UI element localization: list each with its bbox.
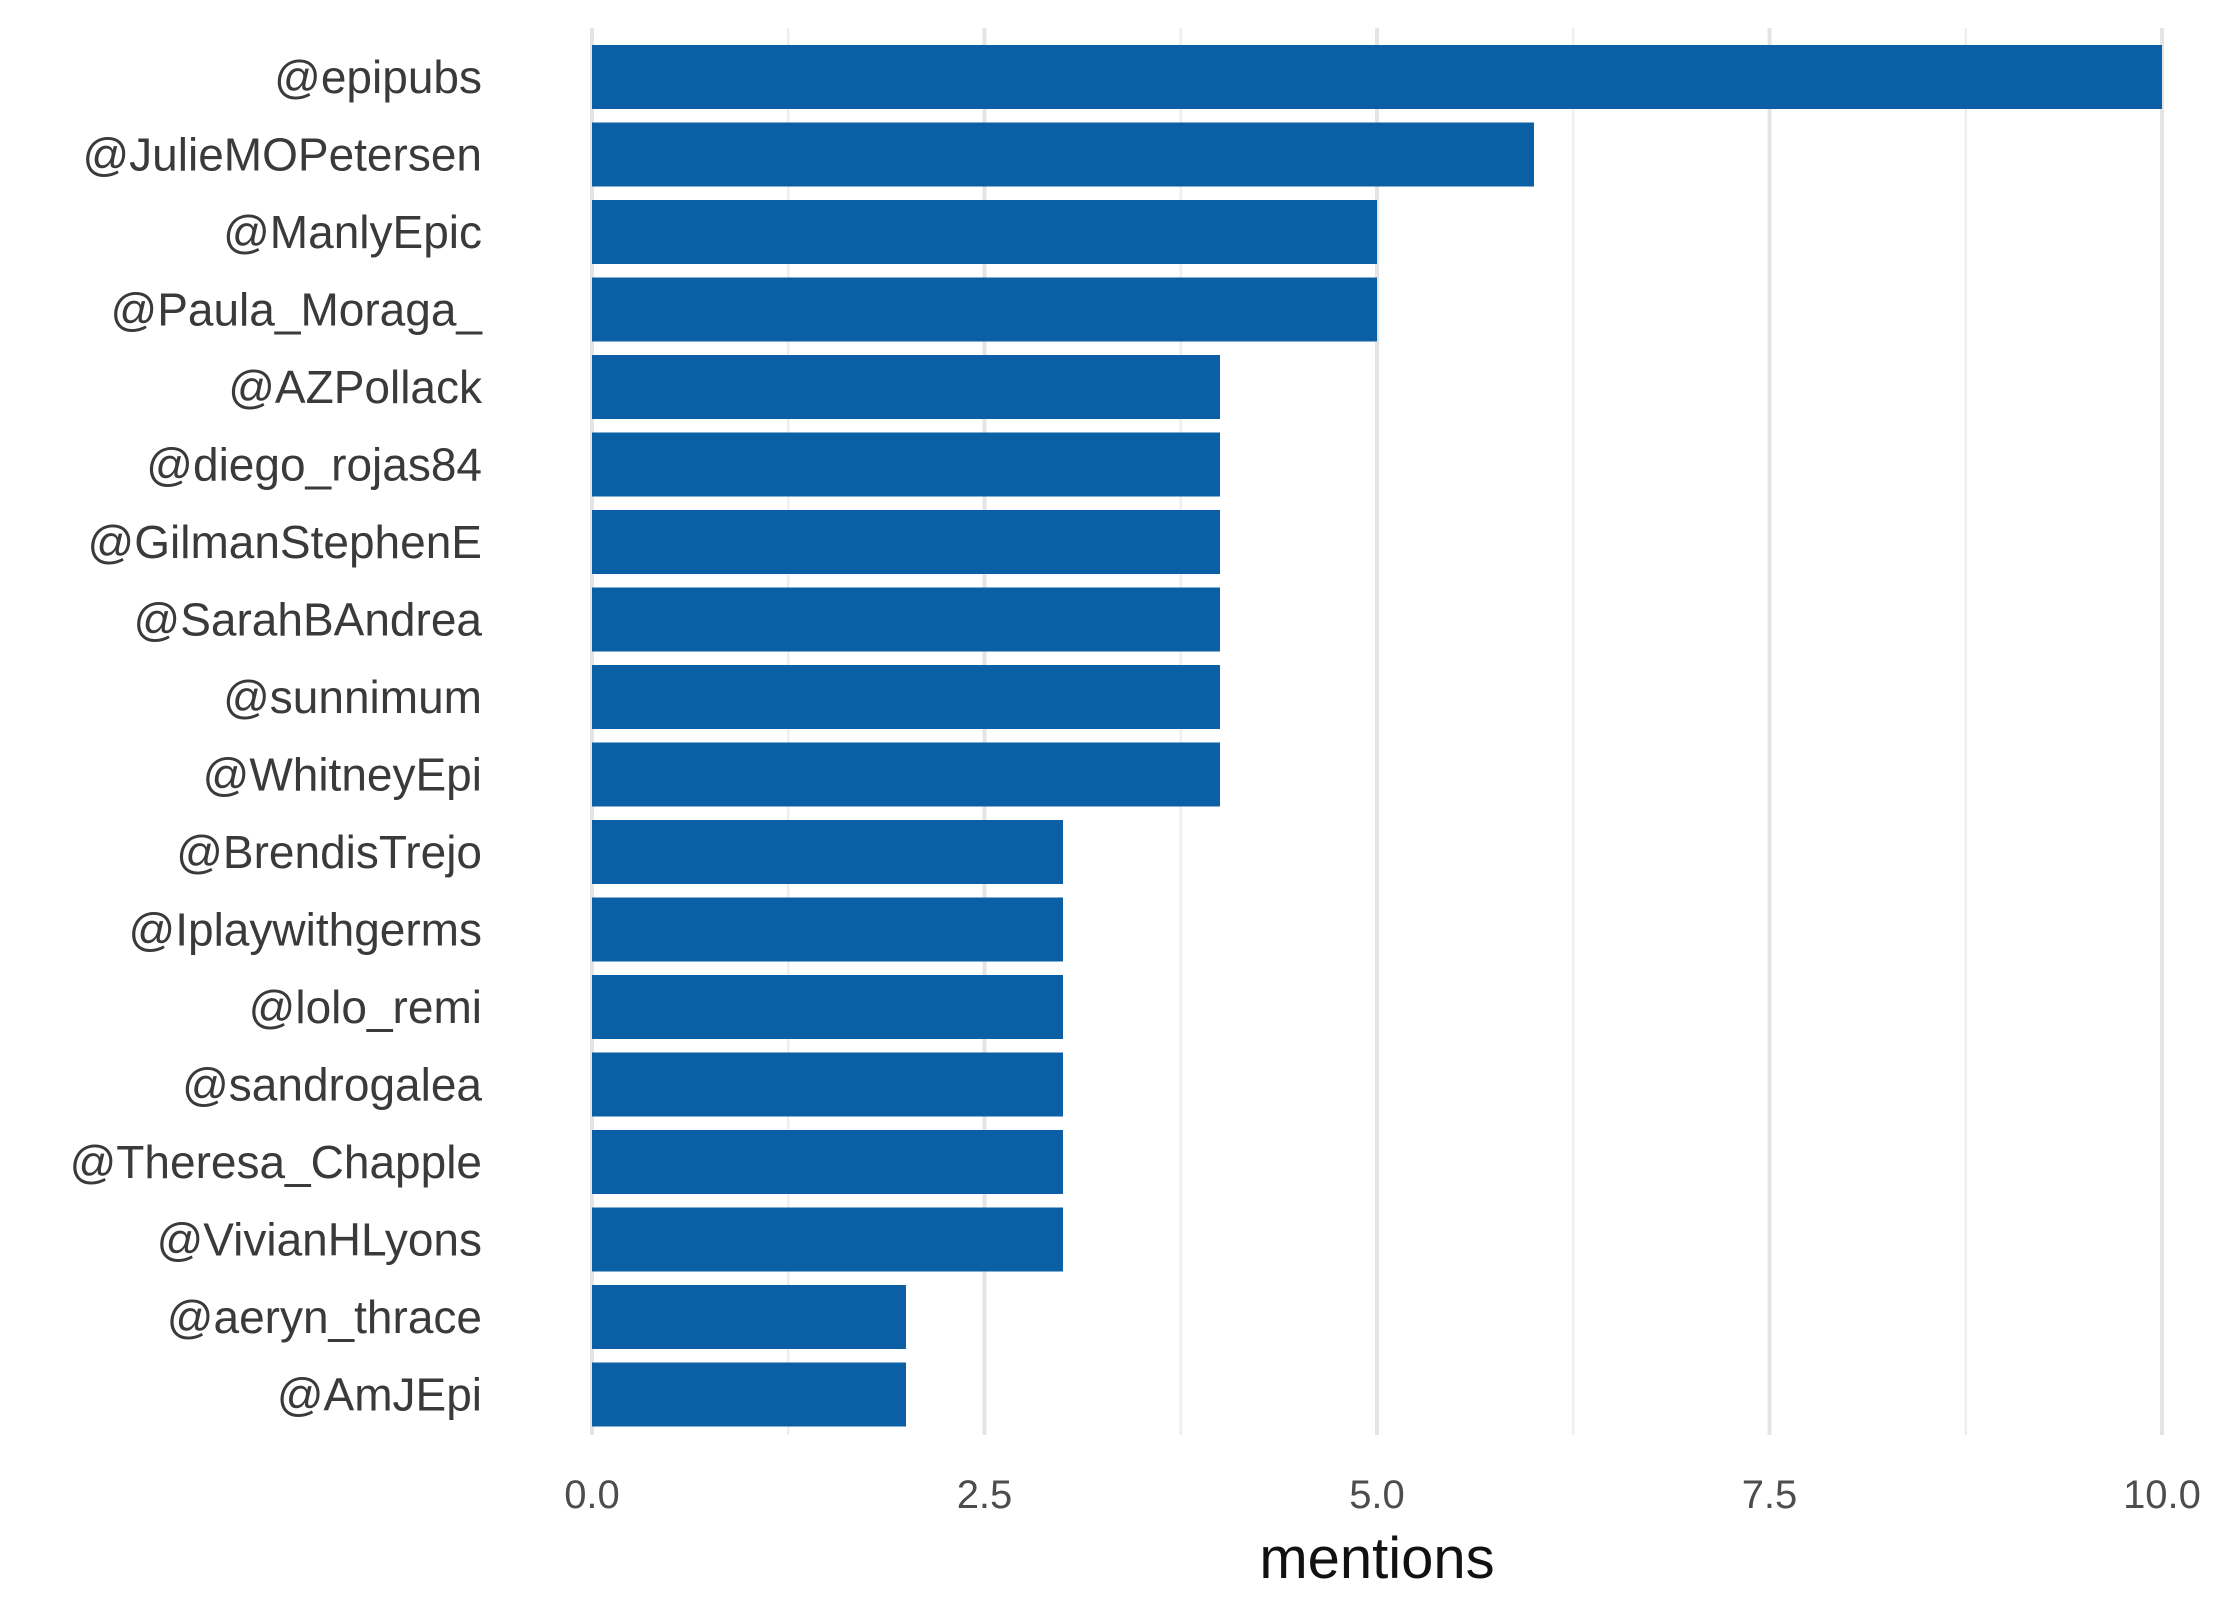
category-label: @VivianHLyons <box>157 1214 482 1266</box>
bar <box>592 1052 1063 1117</box>
x-tick-labels: 0.0 2.5 5.0 7.5 10.0 <box>564 1473 2201 1517</box>
bar <box>592 510 1220 574</box>
category-label: @Iplaywithgerms <box>129 904 482 956</box>
x-tick-label: 2.5 <box>957 1473 1013 1517</box>
bar <box>592 1207 1063 1272</box>
category-label: @diego_rojas84 <box>146 439 482 491</box>
category-labels: @epipubs @JulieMOPetersen @ManlyEpic @Paula… <box>70 51 484 1421</box>
bar <box>592 975 1063 1039</box>
bar <box>592 587 1220 652</box>
category-label: @Theresa_Chapple <box>70 1136 482 1188</box>
category-label: @epipubs <box>274 51 482 103</box>
bar <box>592 1362 906 1427</box>
bar <box>592 122 1534 187</box>
category-label: @AmJEpi <box>277 1369 482 1421</box>
bar <box>592 45 2162 109</box>
bar <box>592 355 1220 419</box>
bar <box>592 277 1377 342</box>
x-tick-label: 7.5 <box>1742 1473 1798 1517</box>
bar <box>592 897 1063 962</box>
x-tick-label: 0.0 <box>564 1473 620 1517</box>
bars <box>592 45 2162 1427</box>
category-label: @AZPollack <box>228 361 483 413</box>
bar <box>592 820 1063 884</box>
x-tick-label: 5.0 <box>1349 1473 1405 1517</box>
category-label: @ManlyEpic <box>223 206 482 258</box>
bar <box>592 1130 1063 1194</box>
category-label: @aeryn_thrace <box>167 1291 482 1343</box>
category-label: @Paula_Moraga_ <box>111 284 484 336</box>
category-label: @SarahBAndrea <box>134 594 483 646</box>
category-label: @GilmanStephenE <box>88 516 482 568</box>
category-label: @WhitneyEpi <box>203 749 482 801</box>
category-label: @lolo_remi <box>249 981 482 1033</box>
bar <box>592 432 1220 497</box>
x-axis-title: mentions <box>1259 1526 1494 1591</box>
category-label: @sandrogalea <box>182 1059 482 1111</box>
x-tick-label: 10.0 <box>2123 1473 2201 1517</box>
bar <box>592 665 1220 729</box>
bar <box>592 200 1377 264</box>
category-label: @BrendisTrejo <box>176 826 482 878</box>
bar <box>592 1285 906 1349</box>
bar <box>592 742 1220 807</box>
category-label: @JulieMOPetersen <box>82 129 482 181</box>
category-label: @sunnimum <box>223 671 482 723</box>
